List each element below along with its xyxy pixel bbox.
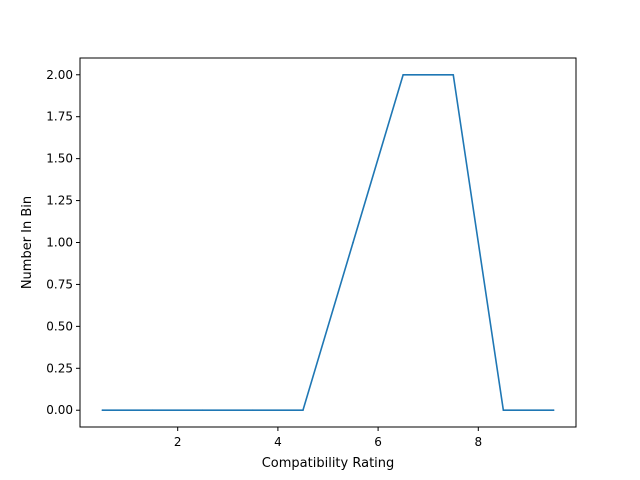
data-point — [402, 73, 404, 76]
x-tick-label: 4 — [274, 435, 282, 449]
x-tick-label: 2 — [174, 435, 182, 449]
x-tick-label: 6 — [374, 435, 382, 449]
y-tick-label: 1.25 — [46, 194, 73, 208]
x-tick-label: 8 — [474, 435, 482, 449]
x-axis-label: Compatibility Rating — [262, 456, 395, 471]
data-point — [151, 409, 154, 412]
data-point — [201, 409, 204, 412]
y-tick-label: 1.00 — [46, 236, 73, 250]
data-point — [502, 409, 505, 412]
data-point — [552, 409, 555, 412]
data-point — [452, 73, 455, 76]
y-tick-label: 2.00 — [46, 68, 73, 82]
y-tick-label: 0.00 — [46, 403, 73, 417]
data-point — [252, 409, 254, 412]
data-point — [352, 241, 354, 244]
data-point — [101, 409, 104, 412]
y-tick-label: 1.50 — [46, 152, 73, 166]
y-tick-label: 0.25 — [46, 361, 73, 375]
y-axis-label: Number In Bin — [20, 196, 35, 289]
y-axis-ticks: 0.00 0.25 0.50 0.75 1.00 1.25 1.50 1.75 2.00 — [46, 68, 80, 417]
x-axis-ticks: 2 4 6 8 — [174, 427, 482, 449]
y-tick-label: 0.75 — [46, 277, 73, 291]
series-line-0 — [101, 73, 555, 412]
plot-area — [80, 58, 576, 427]
y-tick-label: 1.75 — [46, 110, 73, 124]
chart-marks — [101, 73, 555, 412]
data-point — [302, 409, 304, 412]
y-tick-label: 0.50 — [46, 319, 73, 333]
